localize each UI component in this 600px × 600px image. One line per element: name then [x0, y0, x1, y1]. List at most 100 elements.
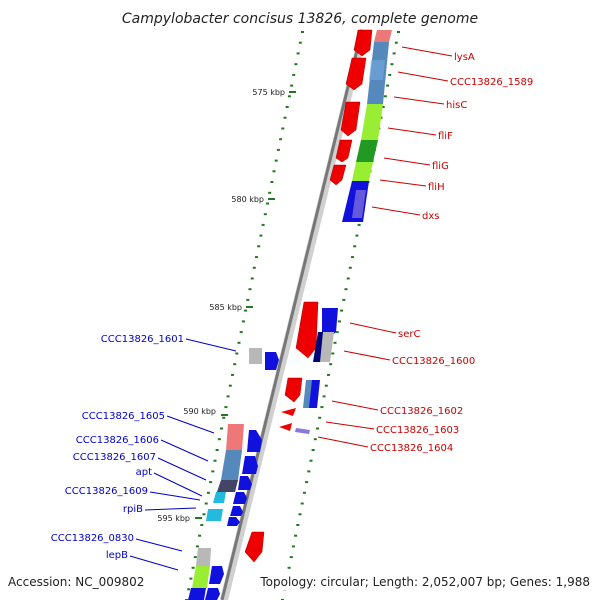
gene-block-fliG[interactable] — [356, 140, 378, 162]
gene-block-blue-mid2[interactable] — [309, 380, 320, 408]
gene-arrow-red-a[interactable] — [335, 139, 353, 163]
left-track-tick — [285, 106, 289, 108]
gene-arrow-lepB[interactable] — [209, 566, 224, 584]
gene-label-CCC13826_1601[interactable]: CCC13826_1601 — [101, 334, 184, 345]
right-track-tick — [383, 95, 387, 98]
gene-label-fliG[interactable]: fliG — [432, 161, 449, 172]
gene-arrow-lysA[interactable] — [345, 57, 367, 91]
gene-arrow-1605[interactable] — [247, 430, 262, 452]
gene-arrow-serC[interactable] — [295, 301, 319, 359]
right-track-tick — [309, 459, 313, 462]
gene-block-apt[interactable] — [213, 492, 226, 503]
gene-arrow-CCC13826_1601[interactable] — [265, 352, 279, 370]
gene-block-rpiB[interactable] — [206, 509, 223, 521]
left-track-tick — [209, 481, 213, 484]
left-gene-labels: CCC13826_1601 CCC13826_1605 CCC13826_160… — [51, 334, 237, 571]
left-track-tick — [257, 245, 261, 248]
left-track-tick — [220, 427, 223, 430]
left-track-tick — [283, 116, 287, 119]
gene-label-hisC[interactable]: hisC — [446, 100, 467, 111]
gene-block-CCC13826_0830[interactable] — [196, 548, 211, 566]
gene-block-CCC13826_1605-pink[interactable] — [226, 424, 244, 450]
left-track-tick — [213, 459, 217, 462]
right-track-tick — [320, 406, 324, 409]
left-track-tick — [215, 449, 219, 451]
right-track-tick — [388, 73, 392, 76]
right-track-tick — [287, 566, 291, 569]
left-track-tick — [224, 406, 228, 409]
leader-line-fliG — [383, 157, 431, 166]
gene-label-lepB[interactable]: lepB — [106, 550, 128, 561]
right-track-tick — [333, 341, 337, 344]
gene-label-CCC13826_1589[interactable]: CCC13826_1589 — [450, 77, 533, 88]
gene-arrow-1607[interactable] — [238, 476, 252, 490]
left-track-tick — [290, 84, 294, 87]
gene-label-CCC13826_1606[interactable]: CCC13826_1606 — [76, 435, 159, 446]
right-track-tick — [357, 223, 361, 226]
gene-label-rpiB[interactable]: rpiB — [123, 504, 143, 515]
left-track-tick — [217, 438, 221, 441]
leader-line-CCC13826_1605 — [166, 415, 215, 434]
gene-label-fliF[interactable]: fliF — [438, 131, 453, 142]
gene-arrow-red-lower[interactable] — [244, 531, 265, 563]
scale-label-585: 585 kbp — [209, 303, 242, 312]
gene-block-gray-mid[interactable] — [320, 332, 334, 362]
left-track-tick — [226, 395, 230, 398]
gene-label-CCC13826_1605[interactable]: CCC13826_1605 — [82, 411, 165, 422]
gene-arrow-lysA-upper[interactable] — [353, 29, 373, 57]
gene-block-CCC13826_1607[interactable] — [217, 480, 238, 492]
gene-block-pink-top[interactable] — [374, 30, 392, 42]
left-track-tick — [191, 566, 195, 569]
gene-arrow-CCC13826_1602[interactable] — [284, 377, 303, 403]
gene-label-lysA[interactable]: lysA — [454, 52, 475, 63]
right-track-tick — [353, 245, 357, 248]
map-title: Campylobacter concisus 13826, complete g… — [122, 11, 478, 27]
accession-text: Accession: NC_009802 — [8, 575, 144, 589]
right-track-tick — [342, 298, 346, 301]
gene-label-CCC13826_0830[interactable]: CCC13826_0830 — [51, 533, 134, 544]
gene-label-CCC13826_1609[interactable]: CCC13826_1609 — [65, 486, 148, 497]
right-track-tick — [307, 470, 311, 473]
gene-block-CCC13826_1606[interactable] — [221, 450, 242, 480]
left-track-tick — [233, 363, 237, 366]
right-track-tick — [386, 84, 390, 87]
right-track-tick — [335, 331, 339, 334]
gene-arrow-1606[interactable] — [242, 456, 258, 474]
right-track-tick — [331, 352, 335, 355]
gene-label-CCC13826_1607[interactable]: CCC13826_1607 — [73, 452, 156, 463]
right-track-tick — [340, 309, 344, 312]
gene-label-CCC13826_1604[interactable]: CCC13826_1604 — [370, 443, 453, 454]
gene-label-serC[interactable]: serC — [398, 329, 420, 340]
gene-block-lepB[interactable] — [192, 566, 210, 588]
leader-line-fliF — [387, 127, 437, 136]
gene-block-fliF[interactable] — [361, 104, 383, 140]
gene-label-fliH[interactable]: fliH — [428, 182, 445, 193]
left-track-tick — [202, 513, 206, 516]
right-track-tick — [302, 491, 306, 494]
gene-arrow-hisC[interactable] — [340, 101, 361, 137]
gene-arrow-blue-mid[interactable] — [322, 308, 338, 338]
gene-block-lower-blue[interactable] — [188, 588, 206, 600]
gene-label-apt[interactable]: apt — [136, 467, 152, 478]
gene-arrow-red-small[interactable] — [279, 423, 292, 431]
gene-arrow-1609[interactable] — [230, 506, 243, 516]
gene-arrow-rpiB[interactable] — [227, 517, 240, 526]
gene-arrow-red-b[interactable] — [329, 164, 347, 186]
gene-block-fliH[interactable] — [352, 162, 373, 181]
left-track-tick — [301, 31, 304, 33]
gene-arrow-apt[interactable] — [233, 492, 247, 504]
gene-label-CCC13826_1602[interactable]: CCC13826_1602 — [380, 406, 463, 417]
gene-arrow-lower[interactable] — [205, 588, 220, 600]
gene-arrow-CCC13826_1603[interactable] — [281, 408, 296, 416]
gene-label-dxs[interactable]: dxs — [422, 211, 439, 222]
accession-bg — [0, 572, 160, 590]
left-track-tick — [237, 341, 241, 344]
gene-block-CCC13826_1604[interactable] — [295, 428, 310, 434]
left-track-tick — [235, 352, 239, 355]
gene-label-CCC13826_1603[interactable]: CCC13826_1603 — [376, 425, 459, 436]
right-track-tick — [337, 320, 341, 323]
gene-block-CCC13826_1601-gray[interactable] — [249, 348, 262, 364]
leader-line-lepB — [129, 555, 179, 571]
gene-label-CCC13826_1600[interactable]: CCC13826_1600 — [392, 356, 475, 367]
left-track-tick — [239, 331, 243, 334]
